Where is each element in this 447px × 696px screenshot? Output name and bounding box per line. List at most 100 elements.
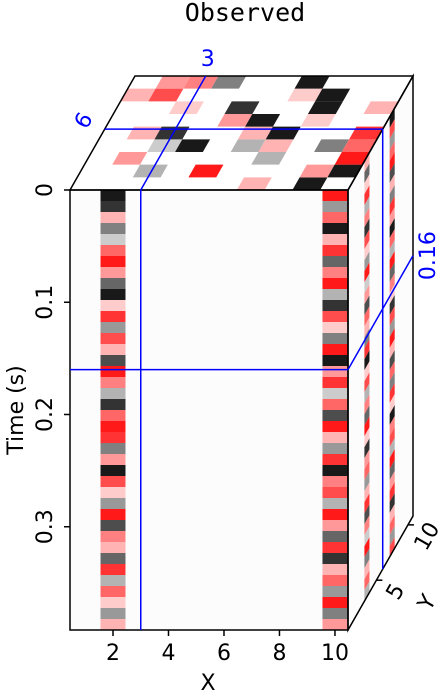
trace-sample: [322, 575, 348, 587]
side-trace-sample: [364, 240, 370, 261]
side-trace-sample: [364, 559, 370, 580]
trace-sample: [100, 333, 126, 345]
trace-sample: [100, 597, 126, 609]
slice-label: 0.16: [416, 231, 441, 280]
top-cell: [230, 139, 266, 152]
trace-sample: [322, 432, 348, 444]
top-cell: [334, 152, 370, 165]
side-trace-sample: [364, 438, 370, 459]
side-trace-sample: [364, 284, 370, 305]
side-trace-sample: [389, 493, 395, 513]
side-trace-sample: [364, 218, 370, 239]
trace-sample: [322, 465, 348, 477]
trace-sample: [100, 267, 126, 279]
top-cell: [292, 177, 328, 190]
trace-sample: [100, 498, 126, 510]
trace-sample: [100, 586, 126, 598]
trace-sample: [322, 498, 348, 510]
side-trace-sample: [389, 504, 395, 524]
x-tick-label: 8: [272, 641, 286, 666]
side-trace-sample: [389, 438, 395, 458]
trace-sample: [100, 223, 126, 235]
trace-sample: [322, 608, 348, 620]
side-trace-sample: [364, 372, 370, 393]
side-trace-sample: [364, 581, 370, 602]
side-trace-sample: [364, 493, 370, 514]
trace-sample: [322, 267, 348, 279]
trace-sample: [100, 509, 126, 521]
side-trace-sample: [389, 306, 395, 326]
side-trace-sample: [389, 460, 395, 480]
trace-sample: [100, 553, 126, 565]
side-trace-sample: [389, 251, 395, 271]
trace-sample: [322, 190, 348, 202]
trace-sample: [322, 278, 348, 290]
side-trace-sample: [389, 119, 395, 139]
side-trace-sample: [389, 361, 395, 381]
side-trace-sample: [389, 273, 395, 293]
side-trace-sample: [364, 471, 370, 492]
side-trace-sample: [389, 185, 395, 205]
trace-sample: [100, 531, 126, 543]
trace-sample: [322, 487, 348, 499]
trace-sample: [100, 344, 126, 356]
trace-sample: [100, 608, 126, 620]
trace-sample: [322, 619, 348, 631]
side-trace-sample: [364, 295, 370, 316]
side-face: [348, 76, 413, 630]
trace-sample: [322, 454, 348, 466]
trace-sample: [100, 454, 126, 466]
trace-sample: [322, 421, 348, 433]
side-trace-sample: [364, 361, 370, 382]
x-tick-label: 2: [106, 641, 120, 666]
trace-sample: [322, 234, 348, 246]
side-trace-sample: [389, 163, 395, 183]
side-trace-sample: [389, 350, 395, 370]
trace-sample: [100, 399, 126, 411]
trace-sample: [100, 311, 126, 323]
top-cell: [258, 139, 294, 152]
trace-sample: [100, 619, 126, 631]
side-trace-sample: [364, 152, 370, 173]
trace-sample: [322, 542, 348, 554]
side-trace-sample: [389, 152, 395, 172]
trace-sample: [322, 212, 348, 224]
top-cell: [315, 88, 351, 102]
side-trace-sample: [389, 449, 395, 469]
top-cell: [299, 164, 335, 178]
slice-line: [347, 255, 414, 370]
trace-sample: [100, 201, 126, 213]
top-cell: [155, 76, 191, 89]
side-trace-sample: [364, 383, 370, 404]
side-trace-sample: [364, 449, 370, 470]
trace-sample: [322, 377, 348, 389]
trace-sample: [322, 597, 348, 609]
side-trace-sample: [389, 482, 395, 502]
side-trace-sample: [364, 405, 370, 426]
trace-sample: [322, 223, 348, 235]
trace-sample: [322, 553, 348, 565]
top-cell: [112, 152, 148, 165]
side-trace-sample: [389, 515, 395, 535]
trace-sample: [322, 476, 348, 488]
x-axis-label: X: [200, 671, 215, 696]
slice-label: 6: [70, 109, 99, 134]
trace-sample: [322, 344, 348, 356]
top-cell: [294, 76, 330, 89]
side-trace-sample: [389, 416, 395, 436]
side-trace-sample: [389, 471, 395, 491]
side-trace-sample: [389, 537, 395, 557]
trace-sample: [322, 366, 348, 378]
side-trace-sample: [364, 427, 370, 448]
trace-sample: [322, 564, 348, 576]
top-cell: [341, 139, 377, 152]
side-trace-sample: [364, 526, 370, 547]
top-cell: [224, 101, 260, 114]
trace-sample: [322, 355, 348, 367]
side-trace-sample: [389, 339, 395, 359]
slice-line: [140, 75, 207, 191]
trace-sample: [322, 201, 348, 213]
side-trace-sample: [389, 317, 395, 337]
trace-sample: [322, 289, 348, 301]
